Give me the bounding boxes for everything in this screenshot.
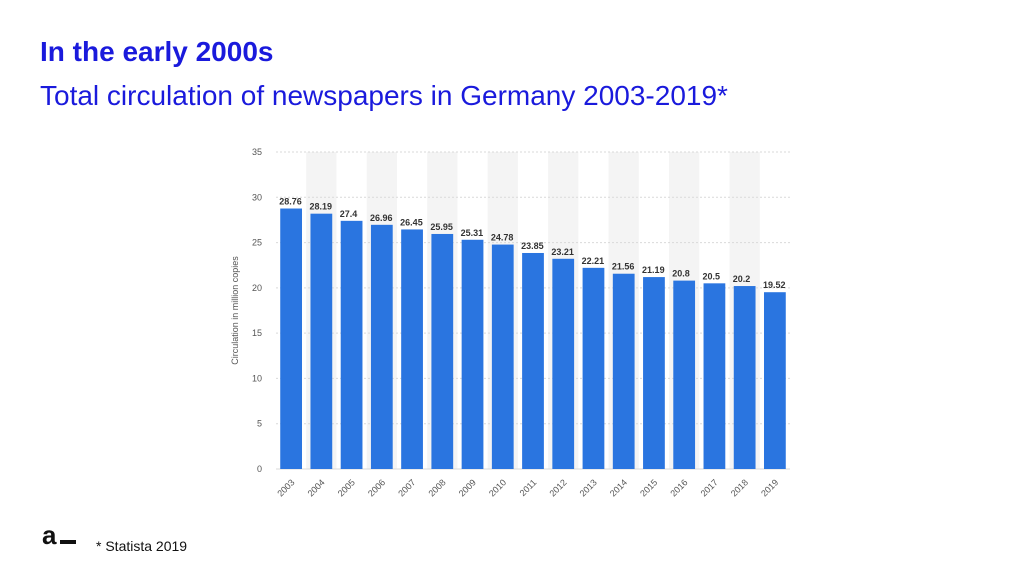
x-tick-label: 2010 — [487, 477, 508, 498]
slide-subtitle: Total circulation of newspapers in Germa… — [40, 80, 728, 111]
value-label: 21.56 — [612, 262, 635, 272]
brand-logo: a — [42, 520, 82, 550]
value-label: 23.21 — [551, 247, 574, 257]
x-tick-label: 2018 — [729, 477, 750, 498]
x-tick-label: 2005 — [336, 477, 357, 498]
value-label: 26.96 — [370, 213, 393, 223]
bar-chart-svg: 0 5 10 15 20 25 30 35 Circulation in million cop… — [230, 147, 790, 499]
y-tick-label: 10 — [252, 373, 262, 383]
y-tick-label: 25 — [252, 238, 262, 248]
slide-title: In the early 2000s — [40, 36, 274, 67]
value-label: 19.52 — [763, 280, 786, 290]
bar-2003 — [280, 208, 303, 469]
bar-2017 — [703, 283, 726, 469]
value-label: 25.95 — [430, 222, 453, 232]
x-tick-label: 2014 — [608, 477, 629, 498]
x-tick-label: 2003 — [275, 477, 296, 498]
x-tick-label: 2019 — [759, 477, 780, 498]
value-label: 23.85 — [521, 241, 544, 251]
bar-2014 — [612, 273, 635, 469]
bar-2019 — [763, 292, 786, 469]
value-label: 27.4 — [340, 209, 358, 219]
bar-2013 — [582, 267, 605, 469]
x-tick-label: 2006 — [366, 477, 387, 498]
x-tick-label: 2012 — [547, 477, 568, 498]
bar-2005 — [340, 220, 363, 469]
y-tick-label: 35 — [252, 147, 262, 157]
y-tick-label: 15 — [252, 328, 262, 338]
value-label: 21.19 — [642, 265, 665, 275]
bar-2011 — [522, 252, 544, 469]
value-label: 28.19 — [309, 202, 332, 212]
x-tick-label: 2007 — [396, 477, 417, 498]
value-label: 24.78 — [491, 233, 514, 243]
bar-2006 — [370, 224, 393, 469]
x-tick-label: 2015 — [638, 477, 659, 498]
bar-2010 — [491, 244, 514, 469]
bar-2007 — [401, 229, 423, 469]
bar-2015 — [643, 277, 665, 469]
x-tick-label: 2004 — [306, 477, 327, 498]
x-tick-label: 2008 — [426, 477, 447, 498]
source-footnote: * Statista 2019 — [96, 538, 188, 554]
value-label: 25.31 — [461, 228, 484, 238]
x-tick-label: 2016 — [668, 477, 689, 498]
value-label: 22.21 — [582, 256, 605, 266]
bar-2009 — [461, 239, 484, 469]
value-label: 20.8 — [672, 269, 690, 279]
value-label: 20.2 — [733, 274, 751, 284]
bar-2012 — [552, 258, 575, 469]
y-axis-label: Circulation in million copies — [230, 256, 240, 365]
value-label: 20.5 — [703, 271, 721, 281]
x-tick-label: 2011 — [518, 477, 539, 498]
bar-2008 — [431, 233, 454, 469]
x-tick-label: 2009 — [457, 477, 478, 498]
bar-2018 — [733, 286, 756, 469]
x-tick-label: 2017 — [699, 477, 720, 498]
bar-2016 — [673, 280, 696, 469]
svg-text:a: a — [42, 524, 57, 548]
y-tick-label: 0 — [257, 464, 262, 474]
bar-2004 — [310, 213, 333, 469]
bar-chart: 0 5 10 15 20 25 30 35 Circulation in million cop… — [220, 140, 800, 510]
y-tick-label: 5 — [257, 419, 262, 429]
value-label: 26.45 — [400, 217, 423, 227]
y-tick-label: 20 — [252, 283, 262, 293]
y-tick-label: 30 — [252, 192, 262, 202]
x-tick-label: 2013 — [578, 477, 599, 498]
value-label: 28.76 — [279, 197, 302, 207]
